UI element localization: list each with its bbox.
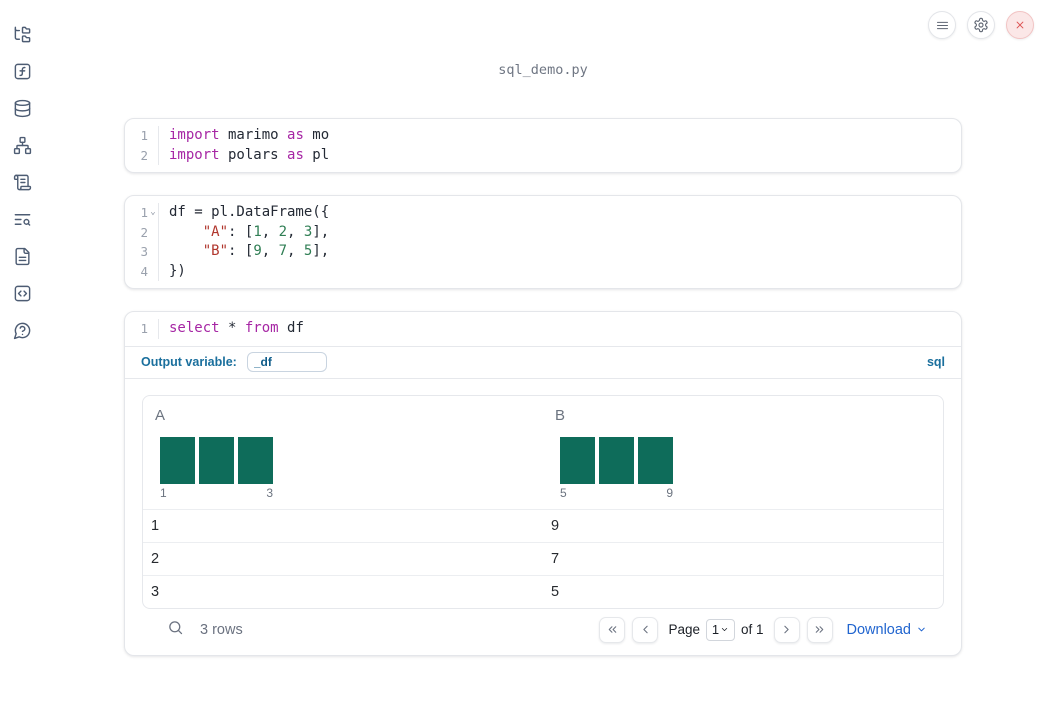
variables-icon[interactable] [12,61,32,81]
page-select[interactable]: 1 [705,618,735,641]
code-line[interactable]: 1 import marimo as mo [125,126,961,146]
code-line[interactable]: 2 "A": [1, 2, 3], [125,222,961,242]
table-cell: 2 [151,550,160,567]
chevron-down-icon [918,627,925,632]
code-line[interactable]: 1 ⌄ df = pl.DataFrame({ [125,203,961,223]
line-number-gutter: 4 [125,261,159,281]
next-page-button[interactable] [773,616,800,643]
download-button[interactable]: Download [847,622,928,638]
previous-page-button[interactable] [632,616,659,643]
table-cell: 9 [551,517,560,534]
line-number-gutter: 2 [125,145,159,165]
sql-meta-row: Output variable: sql [125,347,961,378]
snippets-icon[interactable] [12,283,32,303]
search-icon[interactable] [167,619,184,641]
shutdown-close-icon[interactable] [1006,11,1034,39]
language-badge: sql [926,355,945,369]
histogram-bar[interactable] [560,436,595,484]
table-cell: 5 [551,583,560,600]
logs-icon[interactable] [12,172,32,192]
outline-search-icon[interactable] [12,209,32,229]
first-page-button[interactable] [599,616,626,643]
menu-icon[interactable] [928,11,956,39]
line-number-gutter: 3 [125,242,159,262]
notebook-area: sql_demo.py 1 import marimo as mo 2 import … [124,0,962,656]
settings-gear-icon[interactable] [967,11,995,39]
histogram-bar[interactable] [199,436,234,484]
line-number-gutter: 1 [125,319,159,339]
last-page-button[interactable] [806,616,833,643]
code-line[interactable]: 4}) [125,261,961,281]
cell-imports[interactable]: 1 import marimo as mo 2 import polars as pl [124,118,962,173]
cell-dataframe[interactable]: 1 ⌄ df = pl.DataFrame({2 "A": [1, 2, 3], 3 … [124,195,962,289]
page-total-label: of 1 [740,622,764,637]
table-cell: 3 [151,583,160,600]
line-number-gutter: 1 ⌄ [125,203,159,223]
helper-panel-sidebar [0,0,44,713]
code-line[interactable]: 2 import polars as pl [125,145,961,165]
line-number-gutter: 1 [125,126,159,146]
notebook-actions [928,11,1034,39]
page-label: Page [668,622,700,637]
sql-editor[interactable]: 1 select * from df [125,312,961,346]
histogram-bar[interactable] [638,436,673,484]
output-variable-input[interactable] [246,352,327,372]
file-explorer-icon[interactable] [12,24,32,44]
divider [125,377,961,379]
chevron-down-icon [721,628,728,631]
divider [125,345,961,347]
table-footer: 3 rows Page 1 of 1 [142,609,944,655]
code-editor[interactable]: 1 ⌄ df = pl.DataFrame({2 "A": [1, 2, 3], 3 … [125,196,961,288]
code-line[interactable]: 1 select * from df [125,319,961,339]
documentation-icon[interactable] [12,246,32,266]
table-cell: 7 [551,550,560,567]
page-select-value: 1 [711,622,720,637]
code-editor[interactable]: 1 import marimo as mo 2 import polars as pl [125,119,961,172]
help-icon[interactable] [12,320,32,340]
fold-chevron-icon[interactable]: ⌄ [150,207,156,217]
histogram-bar[interactable] [160,436,195,484]
histogram-bar[interactable] [238,436,273,484]
column-label: B [555,406,566,424]
code-line[interactable]: 3 "B": [9, 7, 5], [125,242,961,262]
data-sources-icon[interactable] [12,98,32,118]
row-count: 3 rows [200,621,243,638]
download-label: Download [846,621,912,638]
notebook-filename: sql_demo.py [498,62,588,78]
histogram-bar[interactable] [599,436,634,484]
column-label: A [155,406,166,424]
output-variable-label: Output variable: [141,355,237,369]
dependency-graph-icon[interactable] [12,135,32,155]
line-number-gutter: 2 [125,222,159,242]
table-cell: 1 [151,517,160,534]
pagination: Page 1 of 1 Download [599,616,928,643]
